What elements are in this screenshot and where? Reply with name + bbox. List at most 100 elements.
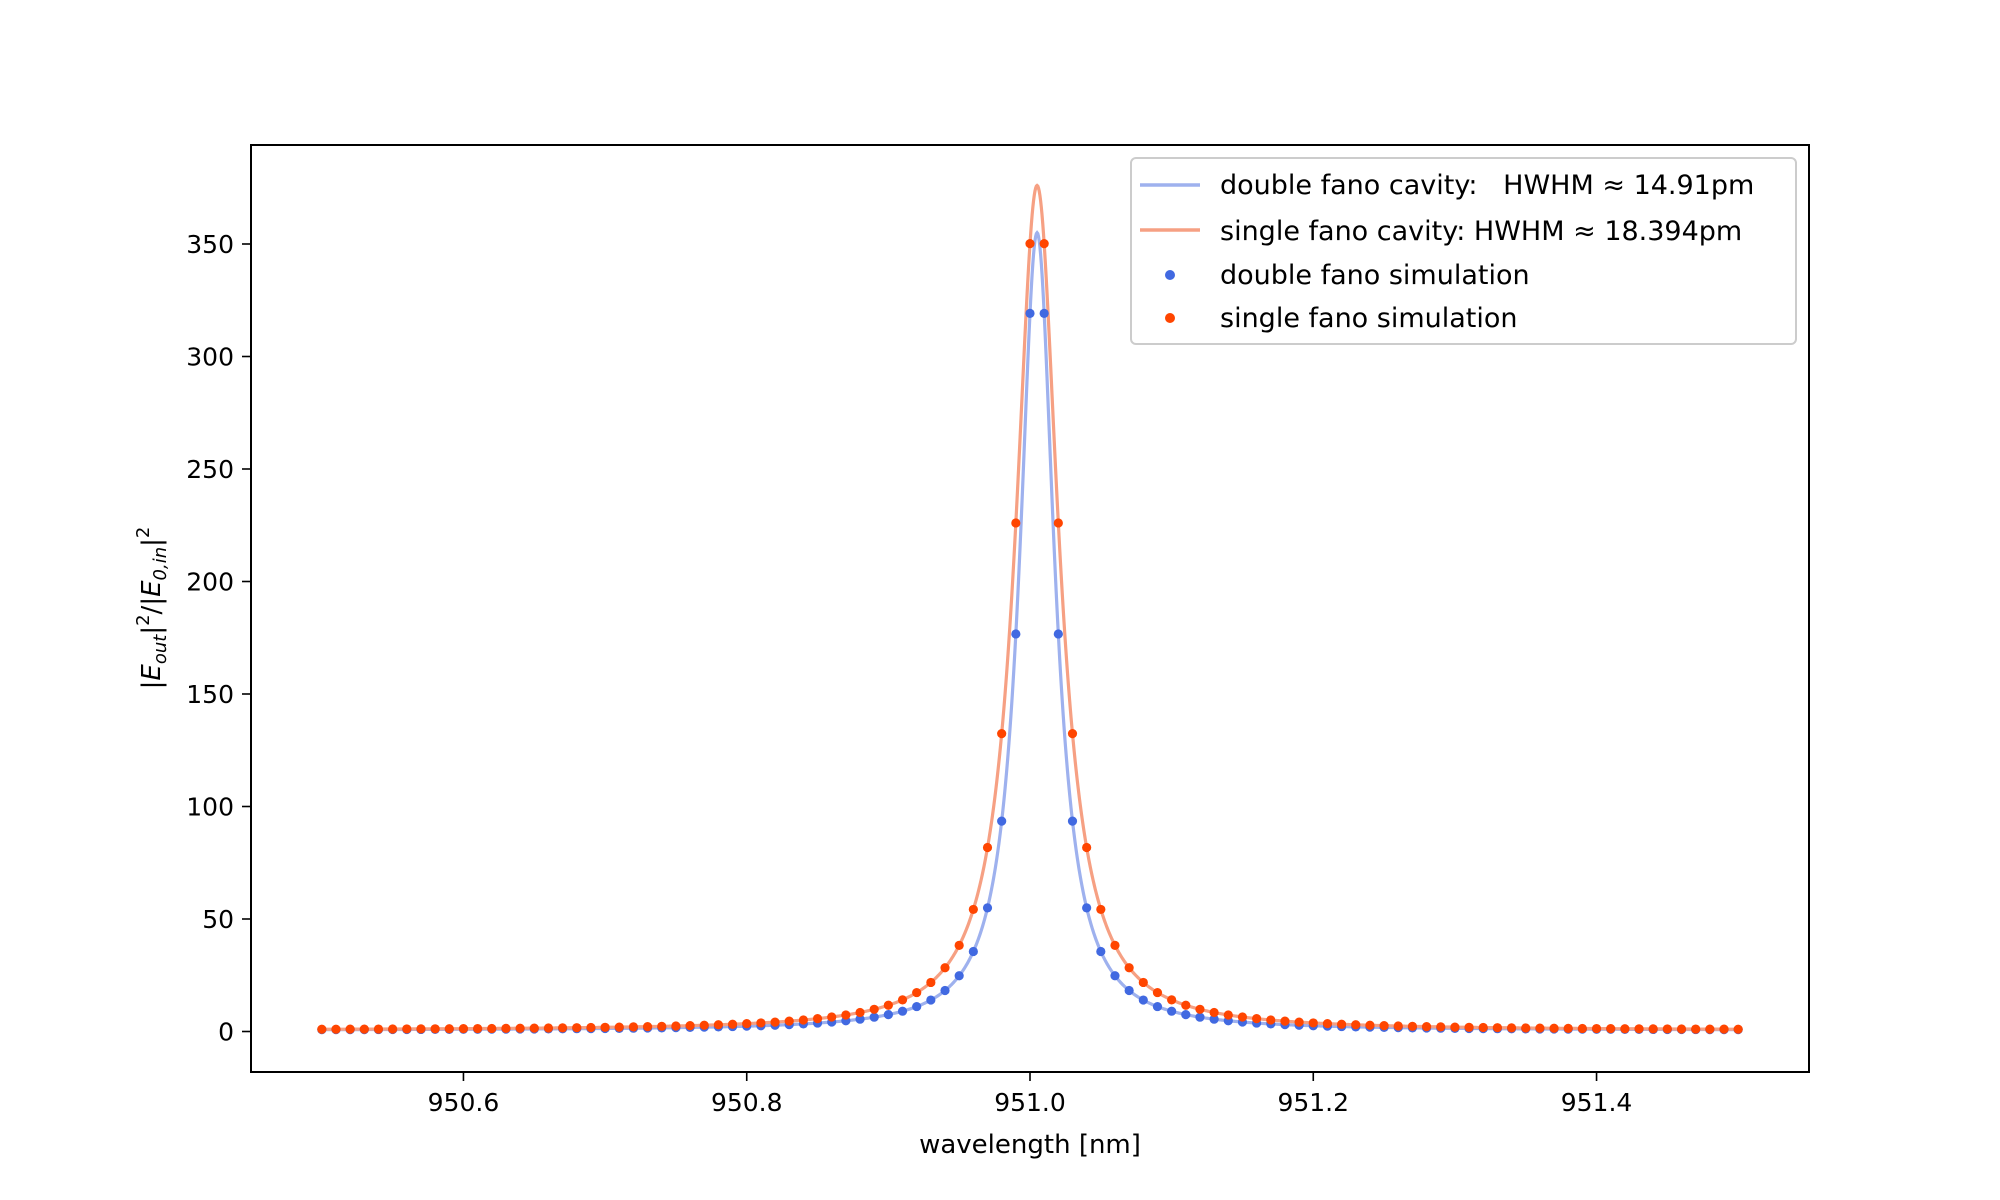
double-fano-sim-point (1181, 1010, 1191, 1020)
x-tick-label: 951.4 (1561, 1088, 1633, 1117)
single-fano-sim-point (841, 1010, 851, 1020)
single-fano-sim-point (756, 1018, 766, 1028)
single-fano-sim-point (1053, 518, 1063, 528)
single-fano-sim-point (997, 729, 1007, 739)
single-fano-sim-point (1691, 1024, 1701, 1034)
double-fano-sim-point (926, 995, 936, 1005)
single-fano-sim-point (586, 1022, 596, 1033)
double-fano-sim-point (1082, 903, 1092, 913)
y-tick-label: 0 (218, 1018, 234, 1047)
legend-single-points-label: single fano simulation (1220, 303, 1518, 334)
single-fano-sim-point (1124, 963, 1134, 973)
single-fano-sim-point (331, 1024, 341, 1034)
single-fano-sim-point (487, 1023, 497, 1034)
legend-single-line-label: single fano cavity: HWHM ≈ 18.394pm (1220, 216, 1742, 247)
single-fano-sim-point (1039, 239, 1049, 249)
plot-area (317, 183, 1743, 1035)
double-fano-sim-point (997, 816, 1007, 826)
single-fano-sim-point (798, 1015, 808, 1025)
single-fano-sim-point (1379, 1021, 1389, 1031)
double-fano-sim-point (1167, 1006, 1177, 1016)
single-fano-sim-point (558, 1023, 568, 1033)
single-fano-sim-point (1634, 1024, 1644, 1034)
legend-double-points-swatch (1165, 270, 1175, 280)
x-tick-label: 950.6 (428, 1088, 500, 1117)
legend-frame (1130, 157, 1797, 345)
double-fano-sim-point (954, 971, 964, 981)
single-fano-sim-point (1606, 1024, 1616, 1034)
single-fano-sim-point (657, 1021, 667, 1031)
single-fano-sim-point (1478, 1022, 1488, 1033)
single-fano-sim-point (727, 1019, 738, 1029)
double-fano-sim-point (1011, 629, 1021, 639)
single-fano-sim-point (699, 1020, 709, 1030)
single-fano-sim-point (827, 1012, 837, 1022)
single-fano-sim-point (812, 1014, 823, 1024)
single-fano-sim-point (1252, 1014, 1262, 1024)
single-fano-sim-point (1436, 1022, 1446, 1032)
single-fano-sim-point (671, 1021, 681, 1031)
single-fano-sim-point (444, 1024, 454, 1034)
single-fano-sim-point (458, 1024, 469, 1034)
single-fano-sim-point (515, 1023, 525, 1033)
legend-double-line-label: double fano cavity: HWHM ≈ 14.91pm (1220, 170, 1754, 201)
single-fano-sim-point (1351, 1020, 1361, 1030)
single-fano-sim-point (373, 1024, 384, 1034)
single-fano-sim-point (1138, 977, 1148, 988)
double-fano-sim-point (1124, 985, 1134, 996)
y-tick-label: 250 (186, 455, 234, 484)
single-fano-sim-point (1733, 1024, 1743, 1034)
single-fano-sim-point (1549, 1023, 1559, 1033)
single-fano-sim-point (770, 1017, 780, 1027)
single-fano-sim-point (1676, 1024, 1687, 1034)
single-fano-sim-point (642, 1022, 653, 1032)
single-fano-sim-point (388, 1024, 398, 1034)
single-fano-sim-point (1223, 1010, 1233, 1020)
single-fano-sim-point (416, 1024, 426, 1034)
single-fano-sim-point (784, 1016, 794, 1026)
single-fano-sim-point (543, 1023, 554, 1033)
single-fano-sim-point (1450, 1022, 1460, 1032)
single-fano-sim-point (430, 1024, 440, 1034)
single-fano-sim-point (1591, 1023, 1602, 1034)
single-fano-sim-point (1421, 1022, 1432, 1032)
single-fano-sim-point (628, 1022, 639, 1032)
single-fano-sim-point (1393, 1021, 1403, 1031)
single-fano-sim-point (1577, 1023, 1587, 1034)
single-fano-sim-point (742, 1019, 752, 1029)
single-fano-sim-point (940, 963, 950, 973)
single-fano-sim-point (982, 842, 993, 853)
single-fano-sim-point (1407, 1021, 1418, 1031)
y-tick-label: 200 (186, 568, 234, 597)
single-fano-sim-point (473, 1023, 483, 1034)
double-fano-sim-point (1039, 308, 1049, 318)
double-fano-sim-point (883, 1010, 893, 1020)
single-fano-sim-point (1167, 995, 1177, 1005)
double-fano-sim-point (869, 1012, 879, 1022)
double-fano-sim-point (982, 903, 993, 913)
double-fano-sim-point (897, 1006, 908, 1016)
single-fano-sim-point (600, 1022, 610, 1032)
single-fano-sim-point (883, 1000, 893, 1010)
y-tick-label: 300 (186, 343, 234, 372)
x-tick-label: 951.0 (994, 1088, 1066, 1117)
legend-double-points-label: double fano simulation (1220, 260, 1530, 291)
single-fano-sim-point (1280, 1016, 1290, 1026)
double-fano-sim-point (1138, 995, 1148, 1005)
single-fano-sim-point (869, 1004, 879, 1014)
axes: 950.6 950.8 951.0 951.2 951.4 0 50 100 150 200 250… (186, 230, 1632, 1117)
single-fano-sim-point (1662, 1024, 1672, 1034)
single-fano-sim-point (1209, 1007, 1219, 1018)
double-fano-sim-point (1096, 946, 1106, 957)
x-tick-label: 951.2 (1277, 1088, 1349, 1117)
single-fano-sim-point (1152, 987, 1163, 998)
single-fano-sim-point (968, 904, 978, 915)
y-tick-label: 350 (186, 230, 234, 259)
single-fano-sim-point (1110, 940, 1120, 950)
single-fano-sim-point (614, 1022, 624, 1032)
single-fano-sim-point (1492, 1023, 1502, 1033)
single-fano-sim-point (1535, 1023, 1545, 1033)
double-fano-sim-point (1209, 1014, 1219, 1024)
single-fano-sim-point (855, 1007, 865, 1018)
double-fano-sim-point (855, 1014, 865, 1024)
